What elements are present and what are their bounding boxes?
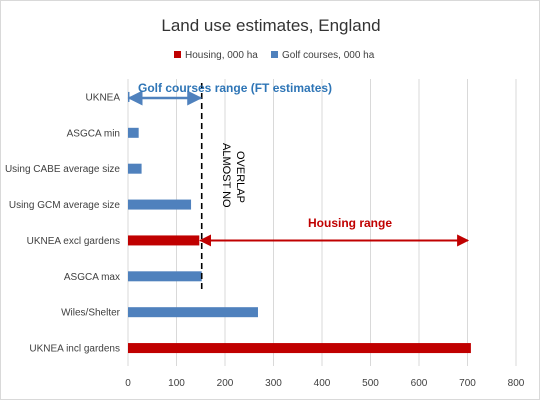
x-tick-label: 300 <box>265 378 282 389</box>
golf-range-label: Golf courses range (FT estimates) <box>138 81 332 95</box>
annotations <box>127 83 470 291</box>
legend-label-housing: Housing, 000 ha <box>185 50 258 61</box>
overlap-label-line2: OVERLAP <box>234 151 246 203</box>
overlap-label-line1: ALMOST NO <box>220 143 232 208</box>
bar-housing <box>128 343 471 354</box>
bar-golf <box>128 271 202 282</box>
legend-swatch-housing <box>174 51 181 58</box>
x-tick-label: 100 <box>168 378 185 389</box>
x-tick-label: 400 <box>314 378 331 389</box>
category-label: Using GCM average size <box>9 200 121 211</box>
legend-label-golf: Golf courses, 000 ha <box>282 50 375 61</box>
x-axis-ticks: 0 100 200 300 400 500 600 700 800 <box>125 378 525 389</box>
y-axis-categories: UKNEA ASGCA min Using CABE average size Usi… <box>5 92 121 354</box>
x-tick-label: 500 <box>362 378 379 389</box>
bar-golf <box>128 163 142 174</box>
x-tick-label: 800 <box>508 378 525 389</box>
x-tick-label: 600 <box>411 378 428 389</box>
x-tick-label: 200 <box>217 378 234 389</box>
x-tick-label: 0 <box>125 378 131 389</box>
housing-range-label: Housing range <box>308 216 392 230</box>
category-label: ASGCA max <box>64 272 120 283</box>
category-label: UKNEA excl gardens <box>27 236 120 247</box>
category-label: Wiles/Shelter <box>61 308 121 319</box>
bar-golf <box>128 199 192 210</box>
overlap-label: ALMOST NO OVERLAP <box>220 143 246 208</box>
category-label: UKNEA <box>86 92 121 103</box>
bar-golf <box>128 127 139 138</box>
legend-swatch-golf <box>271 51 278 58</box>
x-tick-label: 700 <box>459 378 476 389</box>
chart-title: Land use estimates, England <box>161 16 380 35</box>
bar-housing <box>128 235 200 246</box>
gridlines <box>127 79 517 366</box>
category-label: ASGCA min <box>67 128 120 139</box>
bar-golf <box>128 307 258 318</box>
category-label: Using CABE average size <box>5 164 120 175</box>
category-label: UKNEA incl gardens <box>29 344 120 355</box>
